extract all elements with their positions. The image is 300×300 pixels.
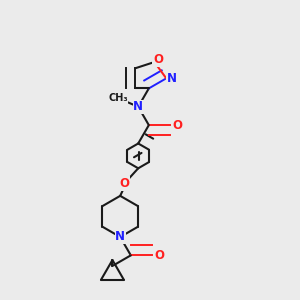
Text: N: N: [167, 72, 177, 85]
Text: O: O: [172, 118, 182, 132]
Text: O: O: [154, 249, 164, 262]
Text: N: N: [115, 230, 125, 244]
Text: CH₃: CH₃: [108, 93, 128, 103]
Text: O: O: [153, 53, 163, 66]
Text: N: N: [133, 100, 143, 113]
Text: O: O: [120, 177, 130, 190]
